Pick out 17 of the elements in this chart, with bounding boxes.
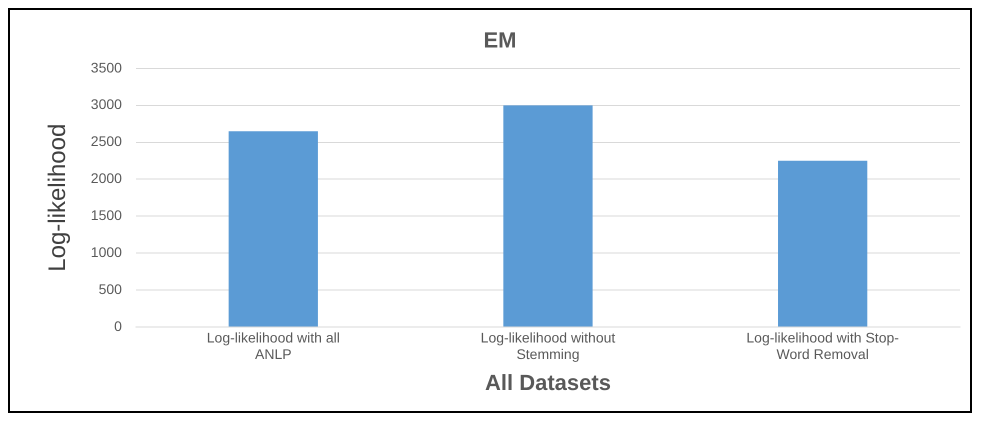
y-tick-label: 3500 xyxy=(90,59,122,76)
y-tick-label: 2000 xyxy=(90,170,122,186)
x-tick-label: Log-likelihood with all ANLP xyxy=(206,329,340,362)
y-axis-title: Log-likelihood xyxy=(44,124,72,272)
y-tick-label: 1000 xyxy=(90,244,122,260)
x-axis-title: All Datasets xyxy=(484,370,611,395)
x-tick-label: Log-likelihood with Stop-Word Removal xyxy=(746,329,900,362)
chart-title: EM xyxy=(484,27,516,52)
bar xyxy=(228,131,318,326)
y-tick-label: 1500 xyxy=(90,207,122,224)
bar xyxy=(503,105,593,326)
y-tick-label: 0 xyxy=(114,318,122,334)
y-tick-label: 500 xyxy=(98,280,122,297)
x-tick-label: Log-likelihood without Stemming xyxy=(480,329,616,362)
y-tick-label: 3000 xyxy=(90,96,122,112)
y-tick-label: 2500 xyxy=(90,133,122,150)
bar xyxy=(778,160,868,326)
